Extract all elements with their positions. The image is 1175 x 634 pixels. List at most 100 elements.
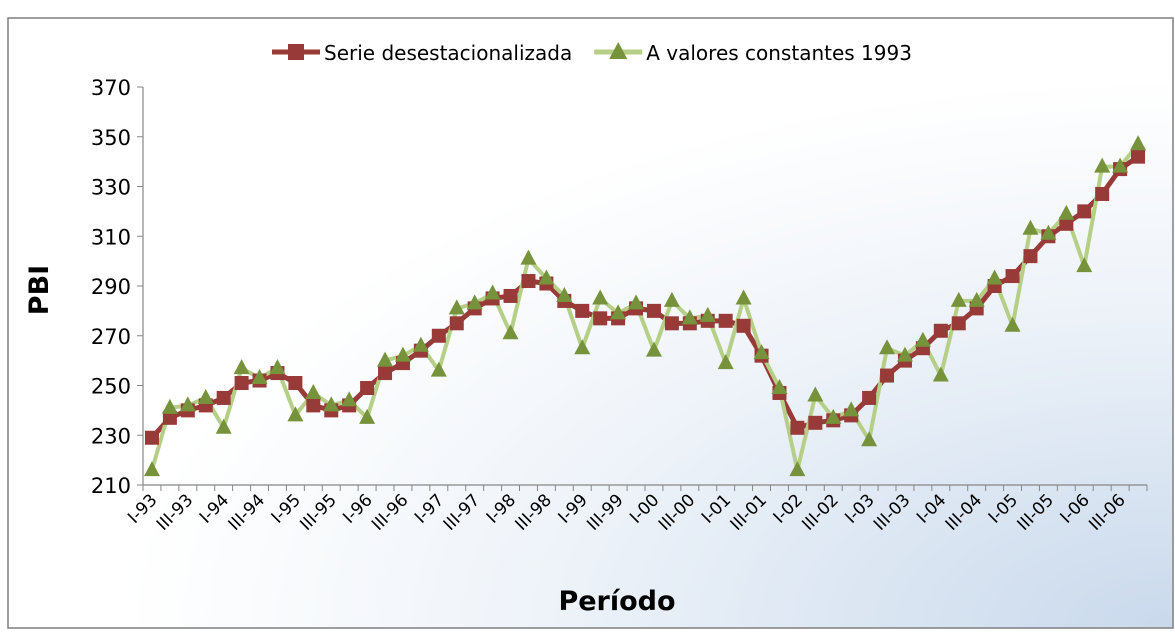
marker <box>879 339 896 355</box>
marker <box>306 398 321 413</box>
marker <box>789 461 806 477</box>
marker <box>377 351 394 367</box>
marker <box>808 415 823 430</box>
marker <box>592 289 609 305</box>
marker <box>161 398 178 414</box>
marker <box>880 368 895 383</box>
y-tick-label: 310 <box>91 225 131 249</box>
marker <box>503 288 518 303</box>
marker <box>951 316 966 331</box>
marker <box>143 461 160 477</box>
marker <box>431 328 446 343</box>
y-tick-label: 330 <box>91 176 131 200</box>
y-tick-label: 210 <box>91 474 131 498</box>
marker <box>197 388 214 404</box>
marker <box>341 391 358 407</box>
marker <box>305 383 322 399</box>
marker <box>1023 249 1038 264</box>
marker <box>645 341 662 357</box>
marker <box>574 339 591 355</box>
marker <box>628 294 645 310</box>
marker <box>448 299 465 315</box>
marker <box>556 286 573 302</box>
marker <box>360 380 375 395</box>
marker <box>950 291 967 307</box>
marker <box>681 309 698 325</box>
marker <box>790 420 805 435</box>
marker <box>251 369 268 385</box>
marker <box>575 303 590 318</box>
marker <box>663 291 680 307</box>
marker <box>1131 149 1146 164</box>
marker <box>144 430 159 445</box>
marker <box>162 410 177 425</box>
marker <box>484 284 501 300</box>
marker <box>1022 219 1039 235</box>
marker <box>520 249 537 265</box>
marker <box>394 346 411 362</box>
y-tick-label: 290 <box>91 275 131 299</box>
marker <box>718 313 733 328</box>
marker <box>843 401 860 417</box>
marker <box>1005 269 1020 284</box>
marker <box>986 269 1003 285</box>
marker <box>233 359 250 375</box>
legend-label: A valores constantes 1993 <box>646 41 912 65</box>
y-tick-label: 230 <box>91 424 131 448</box>
marker <box>1059 216 1074 231</box>
marker <box>646 303 661 318</box>
marker <box>1095 186 1110 201</box>
y-axis-title: PBI <box>24 265 55 315</box>
marker <box>735 289 752 305</box>
marker <box>717 354 734 370</box>
marker <box>1004 316 1021 332</box>
marker <box>1130 135 1147 151</box>
marker <box>412 336 429 352</box>
marker <box>896 346 913 362</box>
marker <box>1058 204 1075 220</box>
marker <box>1040 224 1057 240</box>
marker <box>699 306 716 322</box>
marker <box>287 406 304 422</box>
marker <box>449 316 464 331</box>
marker <box>968 291 985 307</box>
marker <box>323 396 340 412</box>
marker <box>736 318 751 333</box>
y-tick-label: 350 <box>91 126 131 150</box>
marker <box>466 294 483 310</box>
marker <box>430 361 447 377</box>
marker <box>378 366 393 381</box>
legend: Serie desestacionalizada A valores consta… <box>272 41 912 65</box>
marker <box>1112 157 1129 173</box>
marker <box>521 274 536 289</box>
marker <box>288 376 303 391</box>
marker <box>610 304 627 320</box>
marker <box>215 418 232 434</box>
marker <box>861 431 878 447</box>
marker <box>1094 157 1111 173</box>
marker <box>538 269 555 285</box>
marker <box>359 408 376 424</box>
marker <box>269 359 286 375</box>
marker <box>753 344 770 360</box>
y-tick-label: 270 <box>91 325 131 349</box>
marker <box>179 396 196 412</box>
marker <box>914 331 931 347</box>
marker <box>593 311 608 326</box>
legend-marker <box>609 42 628 59</box>
marker <box>1076 257 1093 273</box>
marker <box>234 376 249 391</box>
marker <box>807 386 824 402</box>
marker <box>932 366 949 382</box>
legend-marker <box>288 44 304 60</box>
marker <box>664 316 679 331</box>
marker <box>502 324 519 340</box>
marker <box>216 390 231 405</box>
x-axis-title: Período <box>558 586 675 617</box>
y-tick-label: 370 <box>91 76 131 100</box>
marker <box>825 408 842 424</box>
y-tick-label: 250 <box>91 375 131 399</box>
marker <box>862 390 877 405</box>
marker <box>933 323 948 338</box>
